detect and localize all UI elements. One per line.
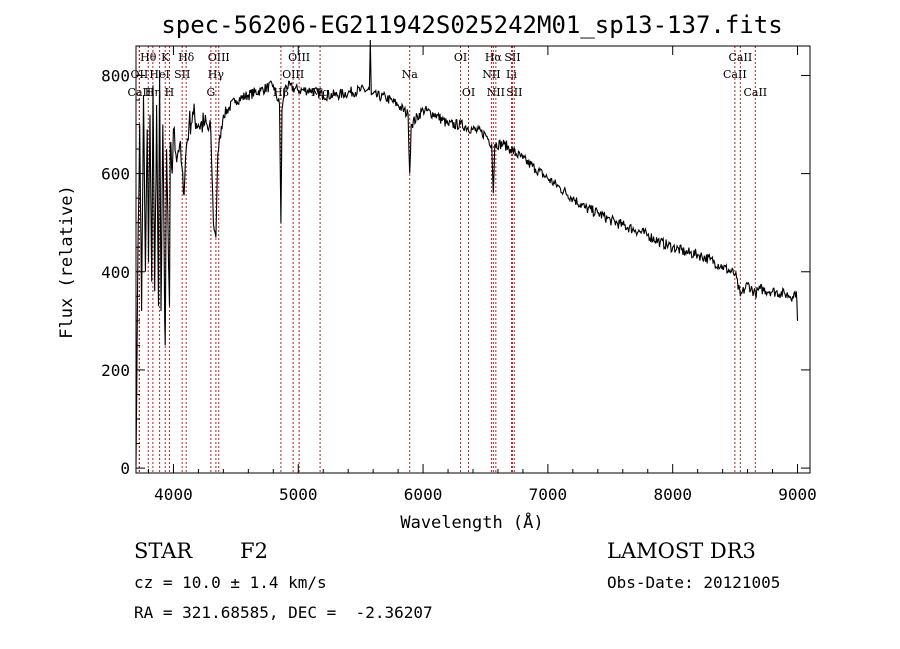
line-label-hθ: Hθ	[140, 51, 157, 64]
line-label-hδ: Hδ	[178, 51, 195, 64]
line-label-sii: SII	[506, 86, 522, 99]
line-label-caii: CaII	[128, 86, 152, 99]
x-tick-label: 4000	[154, 485, 193, 504]
line-label-g: G	[206, 86, 215, 99]
line-label-oi: OI	[462, 86, 475, 99]
line-label-sii: SII	[504, 51, 520, 64]
y-tick-label: 200	[101, 361, 130, 380]
y-axis: 0 200 400 600 800	[101, 66, 810, 478]
line-label-nii: NII	[487, 86, 505, 99]
y-tick-label: 600	[101, 165, 130, 184]
line-label-caii: CaII	[723, 68, 747, 81]
line-label-sii: SII	[174, 68, 190, 81]
spectral-subclass: F2	[240, 539, 268, 563]
spectral-line-markers	[138, 46, 756, 473]
coordinates: RA = 321.68585, DEC = -2.36207	[134, 603, 433, 622]
line-label-hγ: Hγ	[208, 68, 225, 81]
y-axis-label: Flux (relative)	[57, 185, 77, 339]
line-label-na: Na	[402, 68, 419, 81]
y-tick-label: 400	[101, 263, 130, 282]
line-label-caii: CaII	[743, 86, 767, 99]
chart-title: spec-56206-EG211942S025242M01_sp13-137.f…	[161, 11, 782, 39]
line-label-oi: OI	[454, 51, 467, 64]
x-tick-label: 6000	[404, 485, 443, 504]
x-axis: 4000 5000 6000 7000 8000 9000	[147, 46, 817, 504]
x-tick-label: 8000	[653, 485, 692, 504]
y-tick-label: 0	[120, 459, 130, 478]
line-label-h: H	[165, 86, 175, 99]
line-label-nii: NII	[482, 68, 500, 81]
line-label-caii: CaII	[729, 51, 753, 64]
line-label-k: K	[161, 51, 170, 64]
line-label-oiii: OIII	[208, 51, 230, 64]
x-tick-label: 9000	[778, 485, 817, 504]
observation-date: Obs-Date: 20121005	[607, 573, 781, 592]
y-tick-label: 800	[101, 66, 130, 85]
line-label-oii: OII	[131, 68, 149, 81]
redshift-velocity: cz = 10.0 ± 1.4 km/s	[134, 573, 327, 592]
x-tick-label: 5000	[279, 485, 318, 504]
line-label-li: Li	[506, 68, 517, 81]
x-axis-label: Wavelength (Å)	[400, 511, 543, 533]
object-class: STAR	[134, 539, 193, 563]
line-label-oiii: OIII	[282, 68, 304, 81]
line-label-hα: Hα	[485, 51, 503, 64]
plot-frame	[135, 45, 811, 474]
spectrum-line	[135, 39, 799, 466]
spectral-line-labels: OIICaIIHθHηHeIKHSIIHδGHγOIIIHβOIIIOIIIMg…	[128, 51, 768, 99]
x-tick-label: 7000	[529, 485, 568, 504]
line-label-oiii: OIII	[288, 51, 310, 64]
survey-name: LAMOST DR3	[607, 539, 756, 563]
